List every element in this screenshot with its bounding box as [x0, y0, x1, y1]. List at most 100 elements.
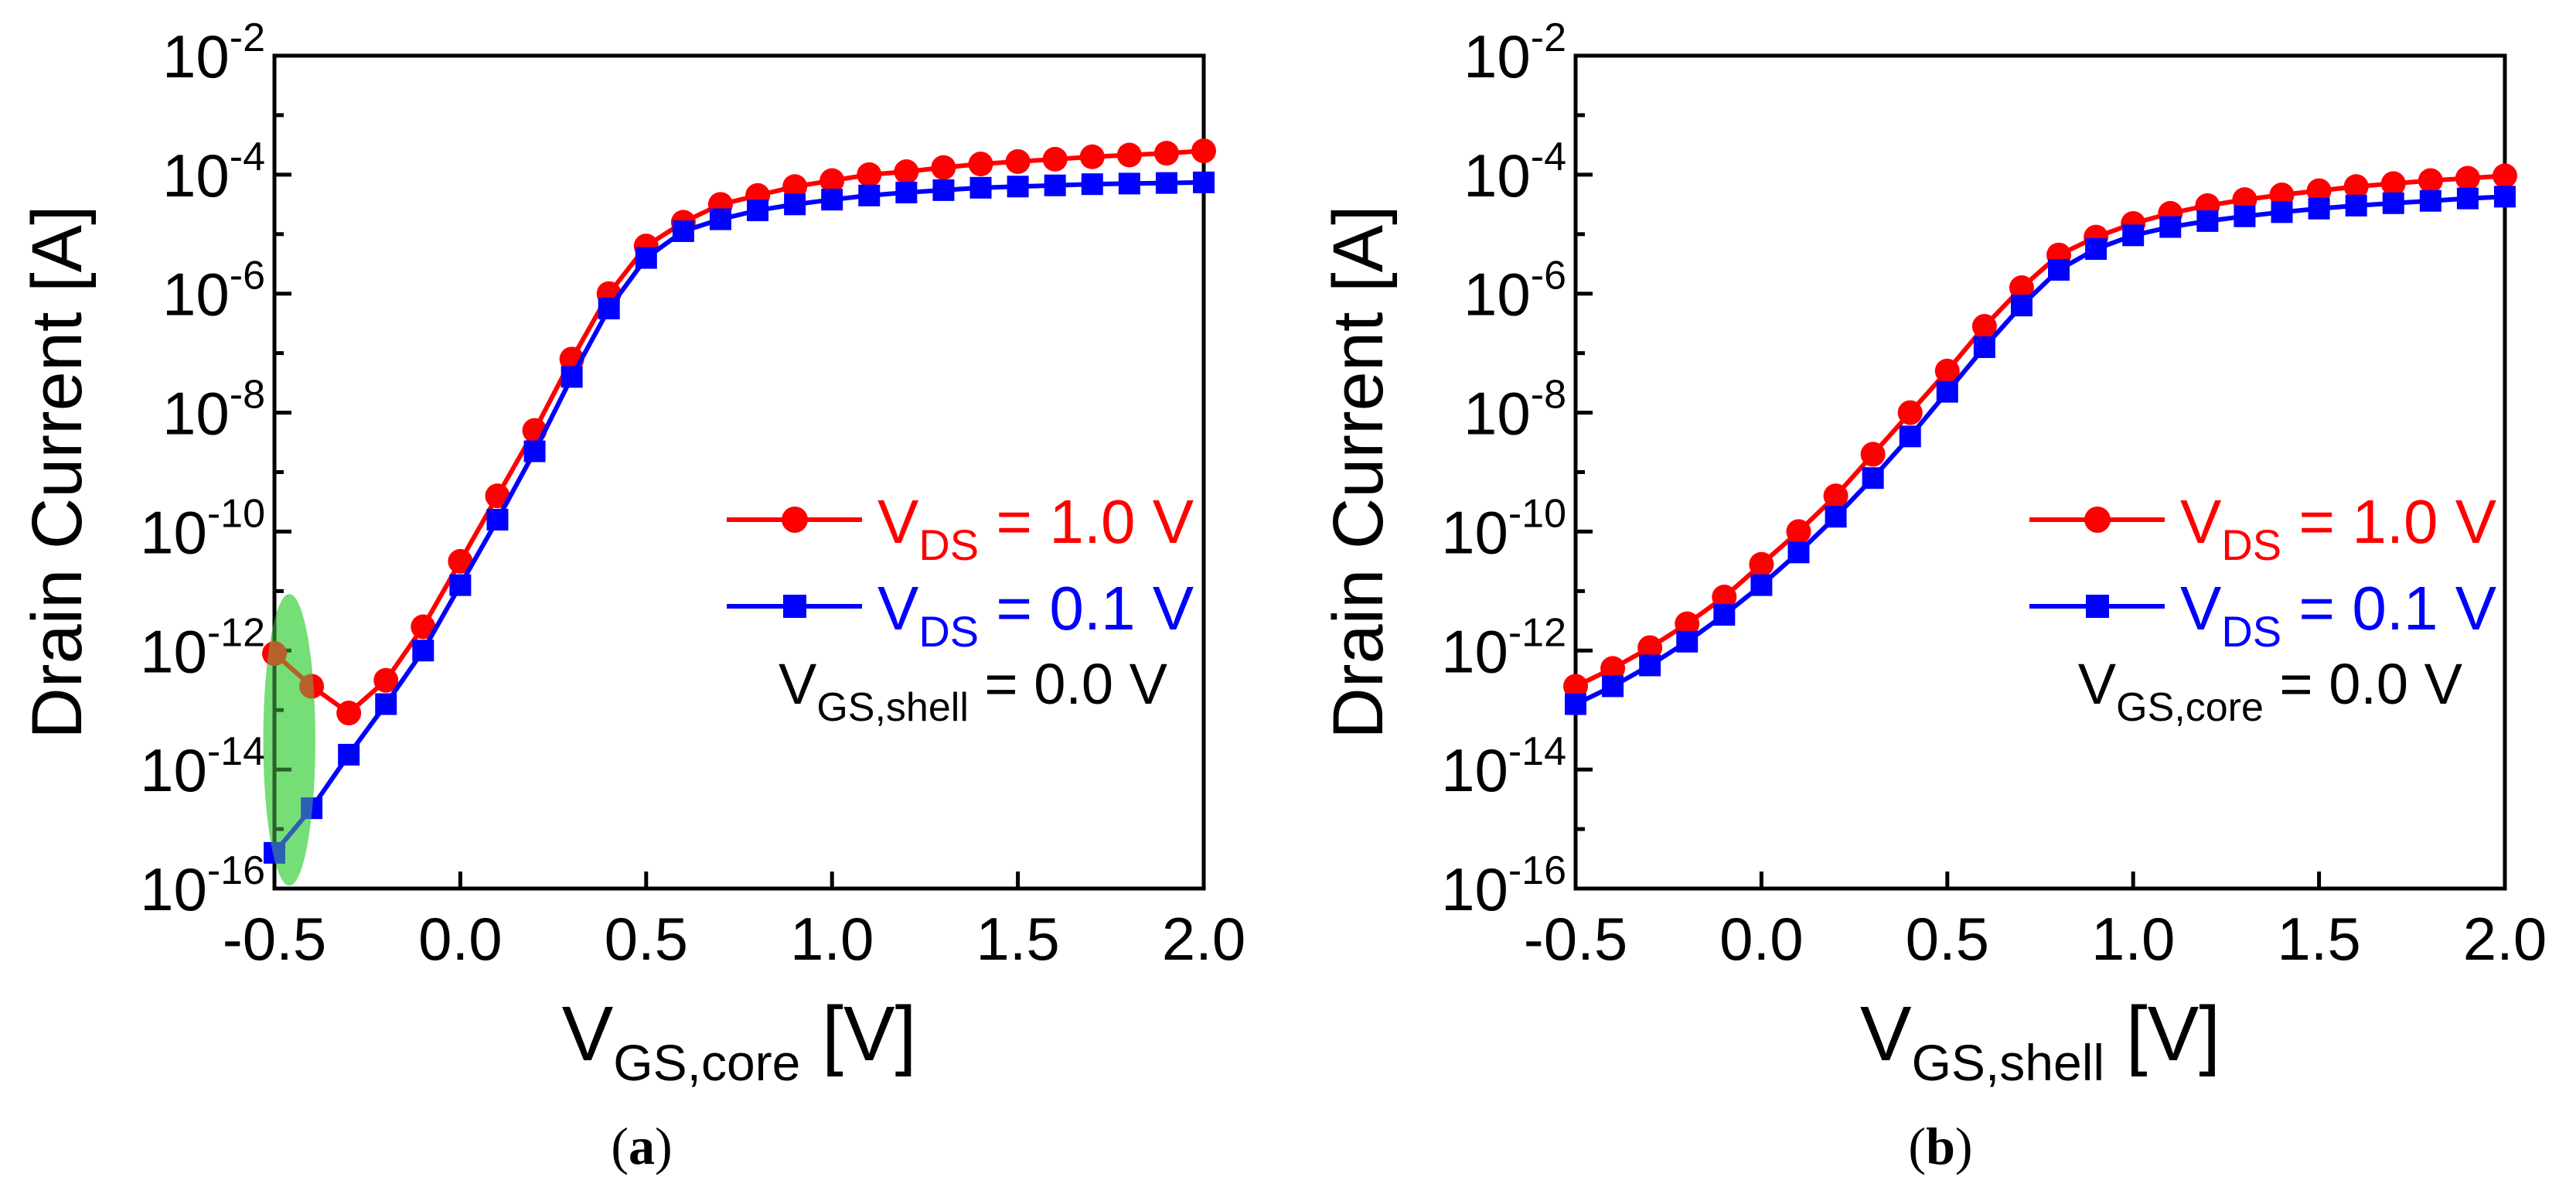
series-vds-1v-point [1897, 400, 1923, 425]
series-vds-01v-point [2456, 187, 2479, 210]
y-tick-label: 10-8 [162, 373, 265, 448]
series-vds-01v-point [338, 743, 360, 766]
series-vds-1v-point [819, 168, 845, 193]
legend-marker [783, 595, 806, 618]
series-vds-1v-point [1563, 674, 1588, 699]
series-vds-01v-point [1007, 176, 1029, 198]
condition-annotation: VGS,core = 0.0 V [2078, 652, 2463, 730]
series-vds-01v-point [1118, 172, 1140, 195]
series-vds-1v-point [336, 701, 362, 726]
legend-label: VDS = 1.0 V [2180, 487, 2497, 569]
y-tick-label: 10-4 [162, 135, 265, 210]
x-tick-label: 1.0 [2091, 905, 2175, 973]
series-vds-1v-point [1971, 314, 1997, 339]
x-tick-label: 1.5 [2277, 905, 2360, 973]
series-vds-01v-point [2419, 189, 2441, 212]
series-vds-1v-point [485, 483, 510, 509]
series-vds-01v-point [2345, 194, 2367, 217]
series-vds-01v-point [1862, 467, 1884, 490]
series-vds-1v-point [1116, 142, 1142, 168]
y-axis-label: Drain Current [A] [1319, 205, 1398, 739]
series-vds-01v-point [2122, 224, 2145, 247]
series-vds-1v-point [1191, 138, 1216, 164]
y-tick-label: 10-10 [1441, 491, 1566, 566]
x-tick-label: 2.0 [2463, 905, 2547, 973]
series-vds-1v-point [373, 667, 399, 693]
y-tick-label: 10-2 [162, 15, 265, 90]
series-vds-01v-point [969, 176, 992, 199]
series-vds-01v-point [2382, 192, 2404, 214]
legend-marker [2084, 507, 2111, 533]
series-vds-1v-point [1153, 141, 1179, 166]
series-vds-01v-point [412, 640, 434, 662]
series-vds-1v-point [1600, 656, 1626, 681]
x-tick-label: 0.5 [605, 905, 688, 973]
series-vds-1v-point [2418, 168, 2443, 193]
series-vds-01v-point [1193, 171, 1215, 193]
y-tick-label: 10-14 [1441, 729, 1566, 804]
series-vds-01v-point [1973, 336, 1995, 358]
legend-marker [782, 507, 808, 533]
series-vds-01v-point [449, 574, 472, 596]
series-vds-1v-point [857, 162, 882, 187]
legend-label: VDS = 0.1 V [2180, 574, 2497, 656]
series-vds-01v-point [2159, 216, 2182, 238]
series-vds-01v-point [747, 200, 769, 222]
series-vds-1v-point [2455, 165, 2480, 191]
series-vds-1v-point [2380, 171, 2406, 196]
series-vds-1v-point [1749, 551, 1774, 577]
series-vds-01v-point [561, 366, 583, 388]
y-tick-label: 10-4 [1463, 135, 1566, 210]
series-vds-1v-point [2269, 183, 2295, 208]
legend-label: VDS = 1.0 V [877, 487, 1194, 569]
series-vds-01v-point [672, 220, 694, 242]
y-tick-label: 10-14 [140, 729, 265, 804]
series-vds-01v-point [598, 297, 620, 319]
panel-caption-b: (b) [1908, 1117, 1972, 1175]
series-vds-1v-point [411, 614, 436, 640]
series-vds-1v-point [1860, 442, 1886, 467]
x-tick-label: 1.5 [976, 905, 1059, 973]
series-vds-1v-point [299, 674, 325, 699]
x-tick-label: -0.5 [1524, 905, 1627, 973]
y-tick-label: 10-12 [1441, 610, 1566, 685]
series-vds-01v-point [1676, 630, 1699, 653]
series-vds-1v-point [2009, 275, 2034, 301]
series-vds-01v-point [1081, 173, 1103, 196]
series-vds-01v-point [821, 189, 843, 211]
series-vds-01v-point [1825, 506, 1847, 528]
series-vds-01v-point [1602, 675, 1624, 698]
series-vds-01v-point [2010, 295, 2033, 317]
series-vds-01v-point [1750, 574, 1773, 596]
series-vds-01v-point [523, 440, 546, 462]
series-vds-01v-point [1639, 654, 1661, 677]
y-tick-label: 10-6 [162, 254, 265, 329]
chart-panel-a: -0.5 0.0 0.5 1.0 1.5 2.0 10-16 10-14 10-12 10-10 1… [18, 15, 1245, 1175]
series-vds-01v-point [2048, 258, 2070, 281]
series-vds-1v-point [931, 155, 956, 180]
series-vds-01v-point [2234, 205, 2256, 227]
series-vds-01v-point [1787, 541, 1810, 564]
y-tick-label: 10-12 [140, 610, 265, 685]
y-tick-label: 10-16 [1441, 848, 1566, 923]
x-tick-label: -0.5 [223, 905, 326, 973]
x-tick-label: 0.5 [1906, 905, 1989, 973]
x-axis-label: VGS,core [V] [562, 991, 917, 1091]
series-vds-1v-point [894, 159, 919, 185]
series-vds-1v-point [1079, 144, 1105, 169]
series-vds-01v-point [375, 693, 397, 715]
series-vds-1v-point [2493, 163, 2517, 189]
x-tick-label: 1.0 [790, 905, 874, 973]
series-vds-01v-point [1044, 174, 1066, 196]
series-vds-01v-point [2196, 210, 2219, 232]
series-vds-01v-point [1936, 380, 1958, 403]
series-vds-01v-point [264, 841, 285, 864]
series-vds-1v-point [1786, 519, 1811, 544]
series-vds-1v-point [1005, 148, 1031, 174]
x-tick-label: 2.0 [1162, 905, 1245, 973]
legend-label: VDS = 0.1 V [877, 574, 1194, 656]
condition-annotation: VGS,shell = 0.0 V [779, 652, 1168, 730]
series-vds-01v-point [301, 797, 323, 820]
series-vds-1v-point [448, 548, 473, 574]
